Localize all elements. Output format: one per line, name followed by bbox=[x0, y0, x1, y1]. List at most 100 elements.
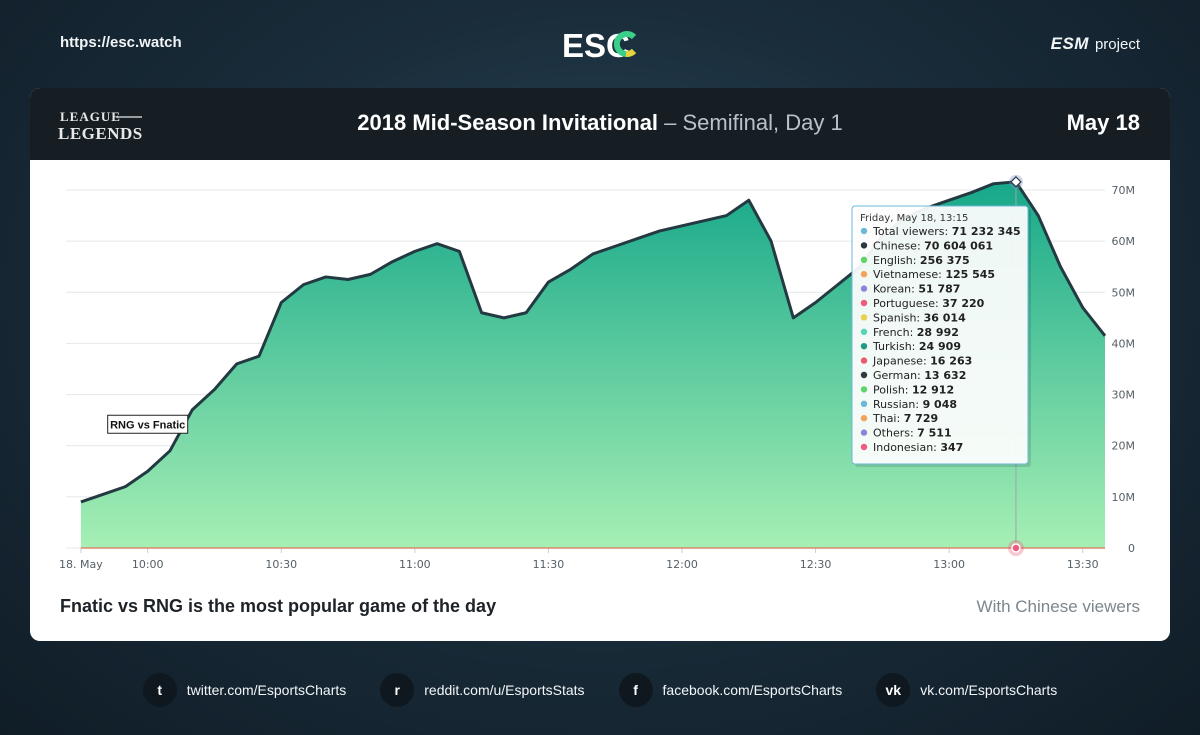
tooltip-swatch bbox=[860, 415, 868, 422]
tooltip-item: Total viewers: 71 232 345 bbox=[872, 225, 1021, 238]
tooltip-item-name: Indonesian: bbox=[873, 441, 940, 454]
social-link-reddit[interactable]: r reddit.com/u/EsportsStats bbox=[380, 673, 585, 707]
y-tick-label: 10M bbox=[1112, 491, 1136, 504]
x-tick-label: 11:30 bbox=[533, 558, 565, 571]
hover-marker-bottom bbox=[1011, 543, 1021, 553]
tooltip-item: Korean: 51 787 bbox=[873, 283, 960, 296]
tooltip-title: Friday, May 18, 13:15 bbox=[860, 213, 968, 224]
y-tick-label: 0 bbox=[1128, 542, 1135, 555]
tooltip-item: Chinese: 70 604 061 bbox=[873, 239, 993, 252]
tooltip-item-name: English: bbox=[873, 254, 920, 267]
event-title: 2018 Mid-Season Invitational – Semifinal… bbox=[30, 110, 1170, 136]
tooltip-box bbox=[851, 205, 1029, 465]
tooltip-item: Vietnamese: 125 545 bbox=[873, 268, 995, 281]
tooltip-swatch bbox=[860, 357, 868, 364]
tooltip-item-value: 24 909 bbox=[919, 340, 961, 353]
tooltip-item: English: 256 375 bbox=[873, 254, 970, 267]
tooltip-swatch bbox=[860, 371, 868, 379]
tooltip-item-name: Thai: bbox=[872, 412, 904, 425]
tooltip-swatch bbox=[860, 386, 868, 393]
tooltip-item-name: Turkish: bbox=[872, 340, 919, 353]
tooltip-item-value: 71 232 345 bbox=[952, 225, 1021, 238]
tooltip-item: Indonesian: 347 bbox=[873, 441, 963, 454]
x-tick-label: 12:30 bbox=[800, 558, 832, 571]
social-link-label: vk.com/EsportsCharts bbox=[920, 682, 1058, 698]
viewers-area-chart[interactable]: 0 10M 20M 30M 40M 50M 60M 70M 18. May 10:00 10:30 1… bbox=[30, 160, 1170, 580]
tooltip-item-value: 70 604 061 bbox=[924, 239, 993, 252]
tooltip-swatch bbox=[860, 227, 868, 235]
tooltip-swatch bbox=[860, 328, 868, 335]
esm-project[interactable]: ESM project bbox=[1051, 34, 1140, 54]
tooltip-item-name: Polish: bbox=[873, 383, 912, 396]
social-link-vk[interactable]: vk vk.com/EsportsCharts bbox=[876, 673, 1057, 707]
tooltip-item: Spanish: 36 014 bbox=[873, 311, 966, 324]
tooltip-item-value: 125 545 bbox=[945, 268, 995, 281]
social-link-facebook[interactable]: f facebook.com/EsportsCharts bbox=[618, 673, 843, 707]
x-tick-label: 11:00 bbox=[399, 558, 431, 571]
tooltip-swatch bbox=[860, 443, 868, 451]
facebook-icon: f bbox=[618, 673, 653, 707]
y-tick-label: 50M bbox=[1112, 286, 1136, 299]
esc-logo-accent-yellow bbox=[625, 48, 637, 57]
esm-logo: ESM bbox=[1050, 34, 1089, 53]
tooltip-item-name: Korean: bbox=[873, 283, 918, 296]
event-date: May 18 bbox=[1066, 110, 1140, 135]
tooltip-item-name: French: bbox=[873, 326, 917, 339]
tooltip-swatch bbox=[860, 429, 868, 436]
tooltip-item: Turkish: 24 909 bbox=[872, 340, 961, 353]
tooltip-swatch bbox=[860, 314, 868, 321]
tooltip-item-name: Chinese: bbox=[873, 239, 924, 252]
tooltip-item-name: Total viewers: bbox=[872, 225, 952, 238]
tooltip-item: Russian: 9 048 bbox=[873, 398, 957, 411]
tooltip-item: Others: 7 511 bbox=[873, 427, 952, 440]
tooltip-swatch bbox=[860, 242, 868, 249]
y-tick-label: 70M bbox=[1112, 184, 1136, 197]
y-tick-label: 40M bbox=[1112, 337, 1136, 350]
tooltip-swatch bbox=[860, 343, 868, 350]
chart-note: With Chinese viewers bbox=[976, 597, 1140, 616]
tooltip-item-value: 7 511 bbox=[917, 427, 951, 440]
league-of-legends-logo: LEAGUE LEGENDS bbox=[58, 109, 143, 142]
tooltip-swatch bbox=[860, 285, 868, 292]
tooltip-item-value: 16 263 bbox=[930, 355, 972, 368]
x-tick-label: 13:30 bbox=[1067, 558, 1099, 571]
tooltip-item-name: Vietnamese: bbox=[873, 268, 945, 281]
reddit-icon: r bbox=[380, 673, 415, 707]
svg-text:LEAGUE: LEAGUE bbox=[60, 109, 121, 124]
hover-marker bbox=[1010, 176, 1022, 188]
tooltip-item-name: Russian: bbox=[873, 398, 923, 411]
chart-card: LEAGUE LEGENDS 2018 Mid-Season Invitatio… bbox=[30, 88, 1170, 641]
tooltip-item-value: 37 220 bbox=[942, 297, 984, 310]
y-tick-label: 60M bbox=[1112, 235, 1136, 248]
tooltip-swatch bbox=[860, 299, 868, 307]
tooltip-item: German: 13 632 bbox=[873, 369, 966, 382]
social-link-label: facebook.com/EsportsCharts bbox=[662, 682, 843, 698]
vk-icon: vk bbox=[876, 673, 911, 707]
tooltip-item-value: 12 912 bbox=[912, 383, 954, 396]
site-url-link[interactable]: https://esc.watch bbox=[60, 34, 182, 51]
series-area bbox=[80, 181, 1106, 548]
social-link-twitter[interactable]: t twitter.com/EsportsCharts bbox=[142, 673, 346, 707]
tooltip-item-name: Japanese: bbox=[872, 355, 930, 368]
social-footer: t twitter.com/EsportsCharts r reddit.com… bbox=[0, 665, 1200, 715]
tooltip-item-value: 28 992 bbox=[917, 326, 959, 339]
tooltip-item-value: 9 048 bbox=[923, 398, 957, 411]
event-stage: – Semifinal, Day 1 bbox=[658, 110, 843, 135]
x-tick-label: 10:30 bbox=[265, 558, 297, 571]
tooltip-item: Japanese: 16 263 bbox=[872, 355, 972, 368]
tooltip-item-name: Others: bbox=[873, 427, 917, 440]
tooltip-item-value: 347 bbox=[940, 441, 963, 454]
annotation-label: RNG vs Fnatic bbox=[110, 419, 185, 431]
twitter-icon: t bbox=[142, 673, 177, 707]
tooltip-item: Thai: 7 729 bbox=[872, 412, 938, 425]
tooltip-swatch bbox=[860, 400, 868, 407]
top-bar: https://esc.watch ESC ESM project bbox=[0, 0, 1200, 88]
svg-text:LEGENDS: LEGENDS bbox=[58, 124, 143, 142]
esc-logo[interactable]: ESC bbox=[562, 24, 642, 64]
series-line-total-viewers bbox=[80, 180, 1107, 504]
social-link-label: reddit.com/u/EsportsStats bbox=[424, 682, 585, 698]
x-tick-label: 13:00 bbox=[933, 558, 965, 571]
tooltip-item-value: 7 729 bbox=[904, 412, 938, 425]
card-header: LEAGUE LEGENDS 2018 Mid-Season Invitatio… bbox=[30, 88, 1170, 160]
tooltip-item: Portuguese: 37 220 bbox=[873, 297, 985, 310]
